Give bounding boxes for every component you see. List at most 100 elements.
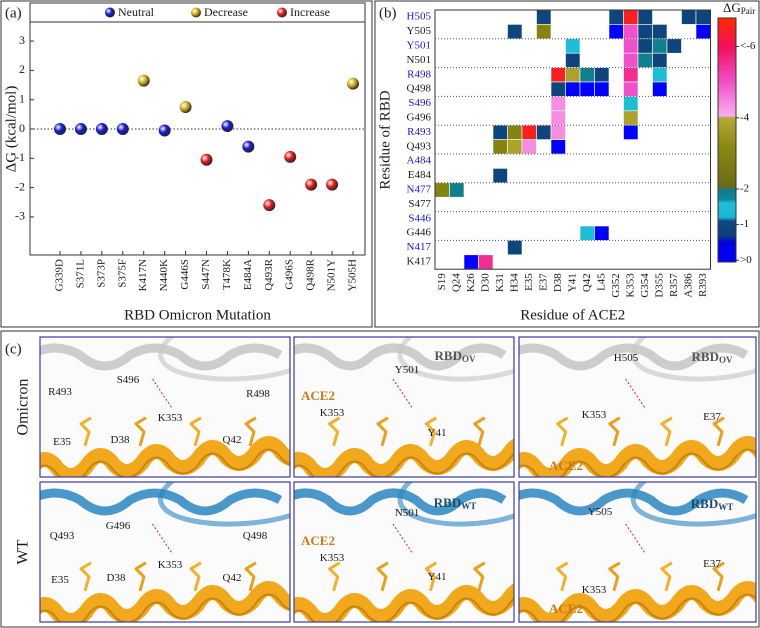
row-label: G496 <box>407 112 432 124</box>
row-label: Y505 <box>407 25 432 37</box>
ace2-helix <box>519 436 756 477</box>
residue-label: K353 <box>158 559 183 571</box>
data-point <box>95 123 108 135</box>
heat-cell <box>492 124 508 140</box>
panel-label: (c) <box>5 341 22 357</box>
heat-cell <box>623 81 639 97</box>
colorbar <box>717 17 737 263</box>
ace2-helix <box>294 583 514 622</box>
ace2-helix <box>40 436 290 477</box>
side-chain <box>608 416 621 447</box>
residue-label: E35 <box>53 436 71 448</box>
y-tick-label: -2 <box>15 179 25 193</box>
side-chain <box>424 416 438 447</box>
x-tick-label: G446S <box>179 259 191 290</box>
heat-cell <box>637 9 653 25</box>
x-tick-label: Q493R <box>263 258 275 290</box>
heat-cell <box>652 67 668 83</box>
x-tick-label: N440K <box>158 259 170 291</box>
y-tick-label: 3 <box>19 33 25 47</box>
residue-label: K353 <box>582 409 607 421</box>
row-label: G446 <box>407 227 432 239</box>
side-chain <box>473 416 486 447</box>
heat-cell <box>565 38 581 54</box>
heat-cell <box>521 139 537 155</box>
row-label: S496 <box>408 97 431 109</box>
heat-cell <box>550 124 566 140</box>
side-chain <box>660 561 673 592</box>
side-chain <box>79 561 92 592</box>
heat-cell <box>449 182 465 198</box>
legend-marker <box>105 7 115 18</box>
x-tick-label: Q498R <box>305 258 317 290</box>
heat-cell <box>623 9 639 25</box>
panel-b-frame <box>374 0 760 328</box>
data-point <box>158 124 171 137</box>
row-label: S477 <box>408 198 431 210</box>
residue-label: K353 <box>582 584 607 596</box>
row-label: R493 <box>407 126 431 138</box>
heat-cell <box>550 96 566 112</box>
x-axis-label: Residue of ACE2 <box>520 307 625 323</box>
rbd-ribbon <box>397 337 514 382</box>
plot-frame <box>434 9 711 270</box>
heat-cell <box>579 225 595 241</box>
column-label: K26 <box>465 273 477 292</box>
heat-cell <box>608 9 624 25</box>
column-label: E37 <box>537 273 549 291</box>
structure-image <box>40 482 290 622</box>
heat-cell <box>550 81 566 97</box>
heat-cell <box>594 225 610 241</box>
heat-cell <box>681 9 697 25</box>
residue-label: Y41 <box>428 571 447 583</box>
legend-label: Increase <box>290 5 330 19</box>
column-label: H34 <box>508 273 520 292</box>
structure-image <box>40 337 290 477</box>
residue-label: Y501 <box>395 364 419 376</box>
column-label: Q24 <box>450 273 462 292</box>
residue-label: D38 <box>107 572 126 584</box>
side-chain <box>376 416 389 447</box>
column-label: R393 <box>697 273 709 297</box>
colorbar-tick-label: <-6 <box>740 40 756 52</box>
residue-label: D38 <box>111 434 130 446</box>
heat-cell <box>492 168 508 184</box>
column-label: A386 <box>682 273 694 298</box>
data-point <box>284 150 297 163</box>
ace2-helix <box>294 438 514 477</box>
side-chain <box>189 416 202 447</box>
ace2-helix-edge <box>294 597 514 622</box>
row-label: E484 <box>408 169 432 181</box>
data-point <box>200 153 213 166</box>
heat-cell <box>637 24 653 40</box>
heat-cell <box>652 52 668 68</box>
column-label: K353 <box>624 273 636 298</box>
residue-label: K353 <box>320 552 345 564</box>
row-label: Q498 <box>407 83 432 95</box>
heat-cell <box>565 67 581 83</box>
residue-label: G496 <box>106 520 131 532</box>
residue-label: Y41 <box>428 427 447 439</box>
legend-marker <box>191 7 201 18</box>
panel-a-frame <box>0 0 373 328</box>
x-tick-label: S447N <box>200 259 212 290</box>
structure-image <box>519 337 756 477</box>
rbd-ribbon <box>158 337 290 382</box>
heat-cell <box>492 139 508 155</box>
side-chain <box>473 561 486 592</box>
data-point <box>242 140 255 153</box>
x-tick-label: G496S <box>284 259 296 290</box>
column-label: S19 <box>436 273 448 291</box>
image-border <box>293 336 515 478</box>
y-tick-label: 0 <box>19 121 25 135</box>
y-tick-label: -1 <box>15 150 25 164</box>
residue-label: K353 <box>320 407 345 419</box>
x-tick-label: K417N <box>137 259 149 291</box>
side-chain <box>608 561 621 592</box>
residue-label: RBDOV <box>435 348 476 364</box>
heat-cell <box>623 110 639 126</box>
residue-label: Q498 <box>243 530 268 542</box>
heat-cell <box>521 124 537 140</box>
x-tick-label: S373P <box>95 259 107 288</box>
ace2-helix-edge <box>519 593 756 622</box>
